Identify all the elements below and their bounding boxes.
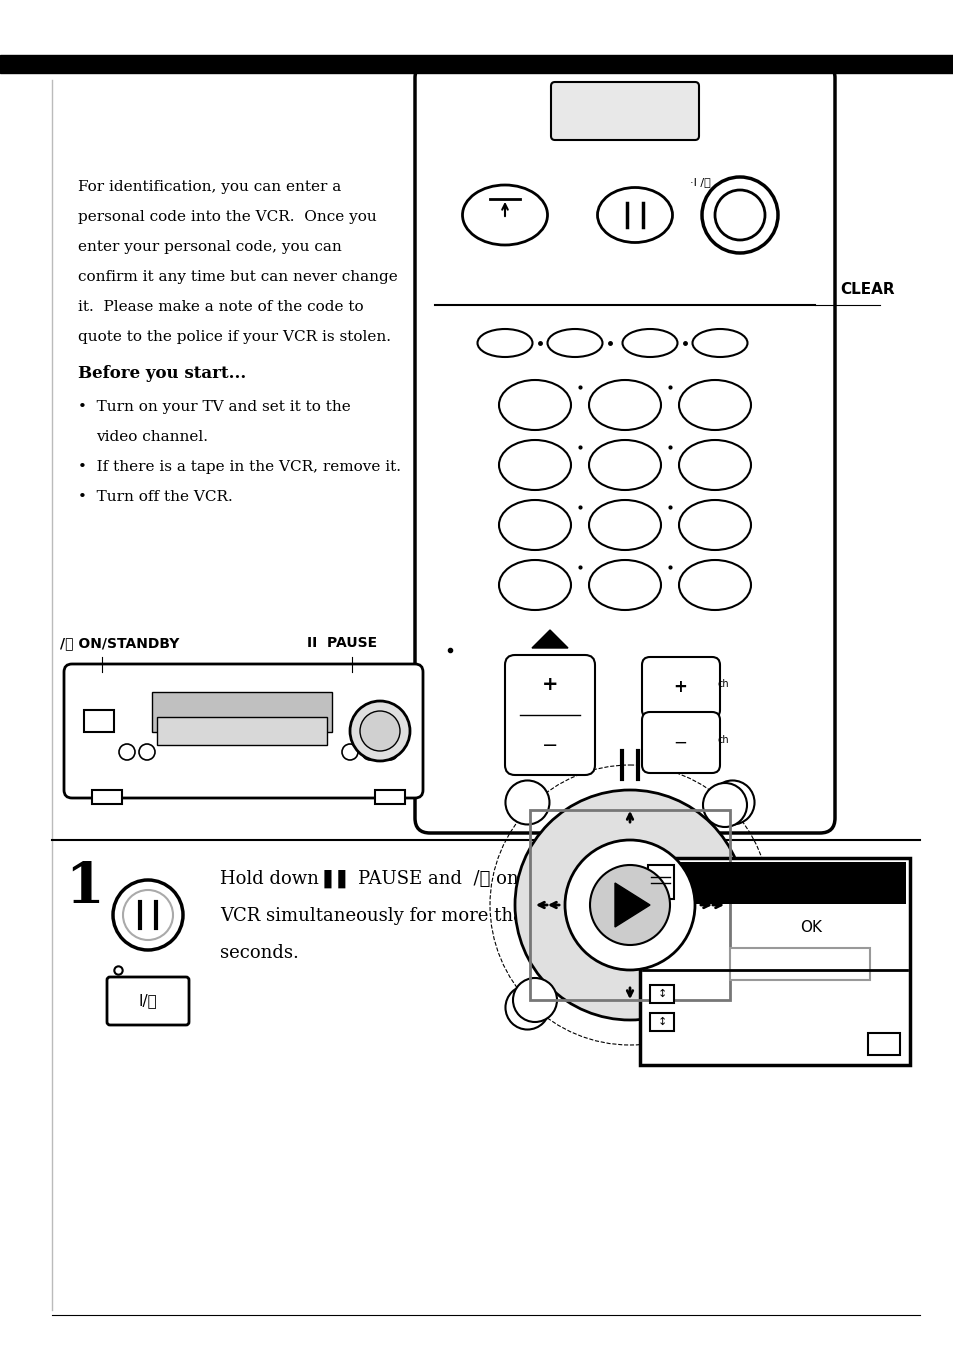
Circle shape bbox=[515, 790, 744, 1019]
Circle shape bbox=[505, 780, 549, 825]
Circle shape bbox=[701, 177, 778, 253]
Ellipse shape bbox=[692, 329, 747, 357]
Text: ↕: ↕ bbox=[657, 990, 666, 999]
Circle shape bbox=[341, 744, 357, 760]
Bar bbox=[91, 790, 122, 804]
Bar bbox=[0, 55, 953, 73]
Bar bbox=[639, 859, 909, 1065]
Bar bbox=[649, 986, 673, 1003]
Text: 1: 1 bbox=[65, 860, 104, 915]
FancyBboxPatch shape bbox=[641, 657, 720, 718]
Bar bbox=[157, 717, 327, 745]
Bar bbox=[84, 710, 113, 731]
FancyBboxPatch shape bbox=[107, 977, 189, 1025]
FancyBboxPatch shape bbox=[415, 64, 834, 833]
Bar bbox=[729, 948, 869, 980]
Circle shape bbox=[119, 744, 135, 760]
Text: video channel.: video channel. bbox=[96, 430, 208, 443]
Circle shape bbox=[123, 890, 172, 940]
Bar bbox=[867, 1033, 899, 1055]
Ellipse shape bbox=[477, 329, 532, 357]
Ellipse shape bbox=[547, 329, 602, 357]
Circle shape bbox=[564, 840, 695, 969]
Text: confirm it any time but can never change: confirm it any time but can never change bbox=[78, 270, 397, 284]
Text: ↑/↓/←/→: ↑/↓/←/→ bbox=[800, 890, 860, 904]
Ellipse shape bbox=[498, 500, 571, 550]
Ellipse shape bbox=[679, 439, 750, 489]
Circle shape bbox=[361, 744, 377, 760]
Ellipse shape bbox=[588, 439, 660, 489]
Text: quote to the police if your VCR is stolen.: quote to the police if your VCR is stole… bbox=[78, 330, 391, 343]
Circle shape bbox=[710, 780, 754, 825]
Ellipse shape bbox=[588, 380, 660, 430]
Text: −: − bbox=[541, 735, 558, 754]
Text: Before you start...: Before you start... bbox=[78, 365, 246, 383]
Text: •  If there is a tape in the VCR, remove it.: • If there is a tape in the VCR, remove … bbox=[78, 460, 400, 475]
Circle shape bbox=[589, 865, 669, 945]
FancyBboxPatch shape bbox=[641, 713, 720, 773]
FancyBboxPatch shape bbox=[64, 664, 422, 798]
Text: personal code into the VCR.  Once you: personal code into the VCR. Once you bbox=[78, 210, 376, 224]
Ellipse shape bbox=[622, 329, 677, 357]
Circle shape bbox=[714, 191, 764, 241]
Circle shape bbox=[112, 880, 183, 950]
Text: Hold down ▌▌ PAUSE and  /⏻ on the: Hold down ▌▌ PAUSE and /⏻ on the bbox=[220, 869, 554, 888]
Text: CLEAR: CLEAR bbox=[840, 283, 894, 297]
Circle shape bbox=[710, 986, 754, 1029]
Text: For identification, you can enter a: For identification, you can enter a bbox=[78, 180, 341, 193]
Bar bbox=[152, 692, 332, 731]
Text: ch: ch bbox=[718, 679, 729, 690]
Ellipse shape bbox=[498, 560, 571, 610]
Bar bbox=[643, 863, 905, 904]
Polygon shape bbox=[532, 630, 567, 648]
Text: seconds.: seconds. bbox=[220, 944, 298, 963]
Circle shape bbox=[513, 977, 557, 1022]
Text: VCR simultaneously for more than three: VCR simultaneously for more than three bbox=[220, 907, 590, 925]
Circle shape bbox=[350, 700, 410, 761]
Circle shape bbox=[505, 986, 549, 1029]
Ellipse shape bbox=[597, 188, 672, 242]
Text: enter your personal code, you can: enter your personal code, you can bbox=[78, 241, 341, 254]
Circle shape bbox=[139, 744, 154, 760]
Circle shape bbox=[702, 783, 746, 827]
Ellipse shape bbox=[679, 560, 750, 610]
Text: •  Turn on your TV and set it to the: • Turn on your TV and set it to the bbox=[78, 400, 351, 414]
Text: •  Turn off the VCR.: • Turn off the VCR. bbox=[78, 489, 233, 504]
Ellipse shape bbox=[588, 500, 660, 550]
Text: OK: OK bbox=[800, 919, 821, 936]
Ellipse shape bbox=[679, 380, 750, 430]
Text: −: − bbox=[673, 734, 686, 752]
Ellipse shape bbox=[588, 560, 660, 610]
Polygon shape bbox=[615, 883, 649, 927]
Text: ·I /⏻: ·I /⏻ bbox=[689, 177, 710, 187]
Text: it.  Please make a note of the code to: it. Please make a note of the code to bbox=[78, 300, 363, 314]
Circle shape bbox=[359, 711, 399, 750]
Bar bbox=[647, 865, 673, 899]
Text: ch: ch bbox=[718, 735, 729, 745]
Text: II  PAUSE: II PAUSE bbox=[307, 635, 376, 650]
Text: +: + bbox=[673, 677, 686, 696]
Ellipse shape bbox=[498, 439, 571, 489]
Ellipse shape bbox=[498, 380, 571, 430]
Text: I/⏻: I/⏻ bbox=[138, 994, 157, 1009]
Bar bbox=[375, 790, 405, 804]
Text: /⏻ ON/STANDBY: /⏻ ON/STANDBY bbox=[60, 635, 179, 650]
Bar bbox=[649, 1013, 673, 1032]
Text: ↕: ↕ bbox=[657, 1017, 666, 1028]
FancyBboxPatch shape bbox=[551, 82, 699, 141]
FancyBboxPatch shape bbox=[504, 654, 595, 775]
Text: +: + bbox=[541, 676, 558, 695]
Ellipse shape bbox=[462, 185, 547, 245]
Bar bbox=[530, 810, 729, 1000]
Ellipse shape bbox=[679, 500, 750, 550]
Circle shape bbox=[381, 744, 397, 760]
